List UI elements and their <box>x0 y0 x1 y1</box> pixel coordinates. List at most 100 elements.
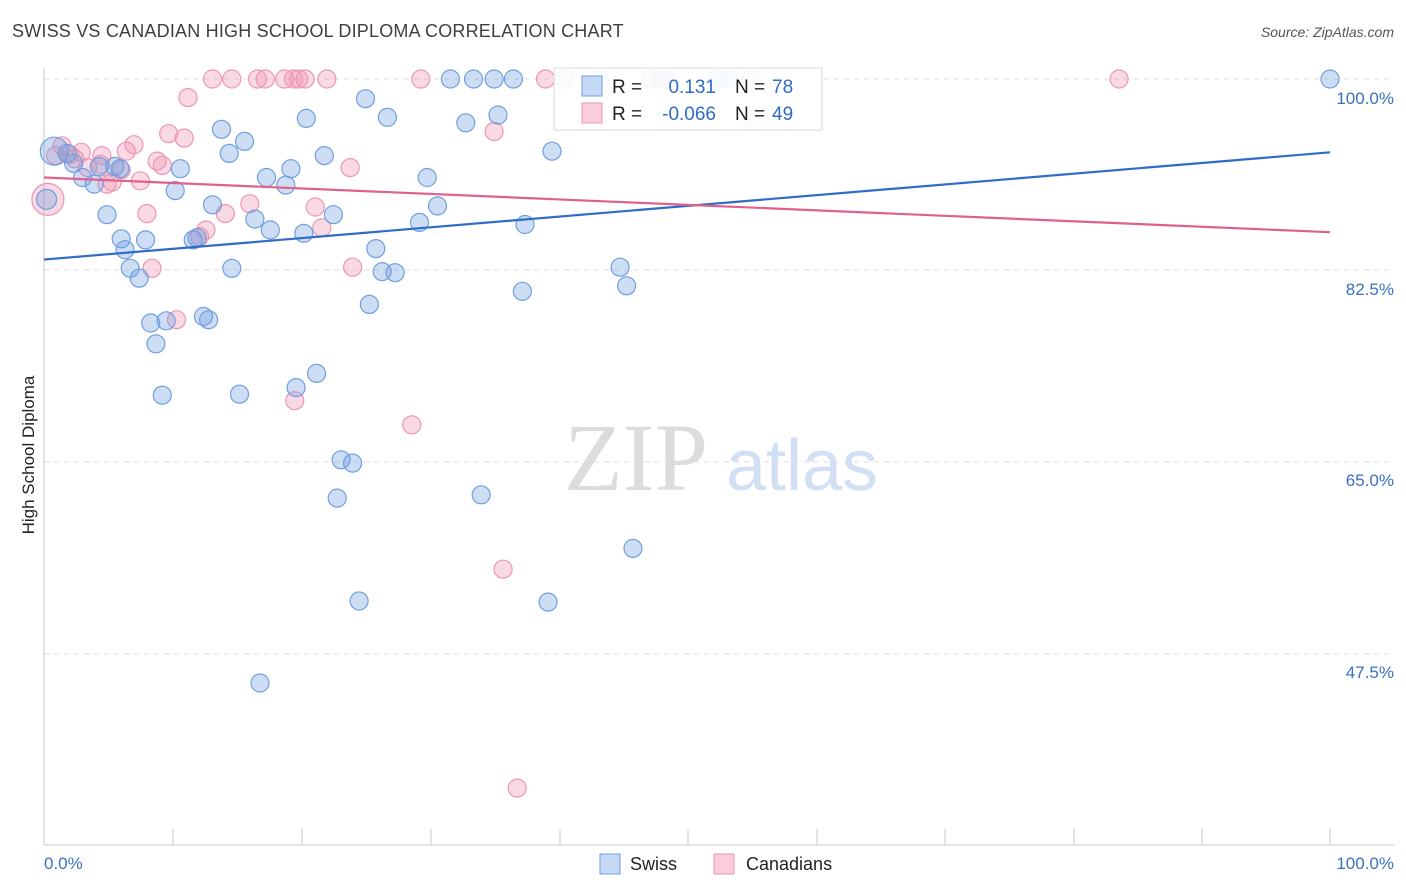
chart-source: Source: ZipAtlas.com <box>1260 24 1394 40</box>
swiss-point <box>417 167 437 188</box>
canadian-point <box>317 69 337 89</box>
canadian-point <box>166 310 187 330</box>
swiss-point <box>63 153 84 173</box>
swiss-point <box>202 195 223 215</box>
swiss-point <box>89 156 109 177</box>
legend-r-value-swiss: 0.131 <box>668 77 716 98</box>
swiss-point <box>146 334 166 354</box>
swiss-point <box>503 69 524 89</box>
canadian-point <box>240 194 260 214</box>
x-tick-label-0: 0.0% <box>44 854 83 873</box>
canadian-point <box>222 69 242 89</box>
swiss-point <box>294 223 314 243</box>
swiss-point <box>229 384 250 404</box>
swiss-point <box>136 230 156 250</box>
swiss-point <box>343 453 363 473</box>
canadian-point <box>535 69 556 89</box>
canadian-point <box>289 69 309 89</box>
canadian-point <box>124 135 144 155</box>
swiss-point <box>349 591 369 611</box>
gridlines <box>44 78 1394 655</box>
swiss-point <box>281 159 301 179</box>
watermark-atlas: atlas <box>726 426 878 506</box>
y-tick-label-100: 100.0% <box>1336 89 1394 108</box>
swiss-point <box>463 69 484 89</box>
swiss-point <box>331 450 351 470</box>
swiss-point <box>111 229 131 249</box>
swiss-point <box>366 239 386 259</box>
swiss-point <box>484 69 504 89</box>
legend-swatch-canadians <box>581 102 603 124</box>
x-tick-label-100: 100.0% <box>1336 854 1394 873</box>
legend-r-label-canadians: R = <box>612 104 642 125</box>
swiss-point <box>211 119 232 139</box>
legend-n-label-canadians: N = <box>735 104 765 125</box>
swiss-point <box>84 174 104 194</box>
y-tick-label-82-5: 82.5% <box>1346 280 1394 299</box>
swiss-point <box>72 167 93 188</box>
swiss-point <box>187 228 207 248</box>
y-axis-title: High School Diploma <box>19 375 38 534</box>
swiss-point <box>235 131 255 151</box>
canadian-point <box>152 155 172 175</box>
swiss-point <box>129 268 149 288</box>
swiss-point <box>250 673 270 693</box>
swiss-point <box>57 143 77 163</box>
swiss-point <box>440 69 460 89</box>
canadian-point <box>137 204 157 224</box>
stats-legend: R = 0.131 N = 78 R = -0.066 N = 49 <box>553 67 823 131</box>
canadian-point <box>255 69 275 89</box>
swiss-point <box>610 257 630 277</box>
swiss-point <box>314 146 334 166</box>
legend-n-label-swiss: N = <box>735 77 765 98</box>
swiss-point <box>115 240 135 260</box>
swiss-point <box>427 196 448 216</box>
swiss-point <box>456 113 476 133</box>
swiss-point <box>327 488 347 508</box>
canadian-point <box>1109 69 1129 89</box>
watermark-zip: ZIP <box>564 404 708 511</box>
swiss-point <box>385 263 405 283</box>
swiss-point <box>488 105 508 125</box>
canadian-point <box>411 69 431 89</box>
legend-n-value-canadians: 49 <box>772 104 793 125</box>
swiss-point <box>222 258 242 278</box>
canadian-point <box>340 158 360 178</box>
canadian-point <box>484 121 504 142</box>
swiss-point <box>97 205 117 225</box>
canadian-point <box>159 124 179 144</box>
swiss-point <box>165 181 185 201</box>
swiss-point <box>276 175 296 195</box>
swiss-point <box>110 159 130 179</box>
canadian-point <box>178 87 198 108</box>
swiss-point <box>307 363 327 383</box>
canadian-point <box>116 141 136 161</box>
bottom-legend-label-canadians: Canadians <box>746 854 832 874</box>
swiss-point <box>256 167 277 188</box>
legend-r-label-swiss: R = <box>612 77 642 98</box>
legend-n-value-swiss: 78 <box>772 77 793 98</box>
canadian-point <box>174 128 194 148</box>
swiss-point <box>623 538 643 559</box>
canadian-point <box>343 257 363 277</box>
swiss-point <box>141 313 161 333</box>
swiss-point <box>296 108 316 129</box>
swiss-point <box>219 143 239 163</box>
y-tick-label-65: 65.0% <box>1346 471 1394 490</box>
swiss-point <box>39 136 69 166</box>
canadians-trend-line <box>43 176 1331 234</box>
trend-lines <box>43 151 1331 261</box>
canadian-point <box>295 69 315 89</box>
bottom-legend-swatch-swiss <box>599 853 621 875</box>
swiss-point <box>1320 69 1340 89</box>
canadian-point <box>142 258 162 278</box>
swiss-point <box>35 188 58 210</box>
bottom-legend-label-swiss: Swiss <box>630 854 677 874</box>
canadian-point <box>493 559 513 579</box>
swiss-point <box>355 89 376 109</box>
swiss-point <box>193 306 214 327</box>
y-tick-label-47-5: 47.5% <box>1346 663 1394 682</box>
canadian-point <box>402 415 422 435</box>
canadian-point <box>202 69 223 89</box>
